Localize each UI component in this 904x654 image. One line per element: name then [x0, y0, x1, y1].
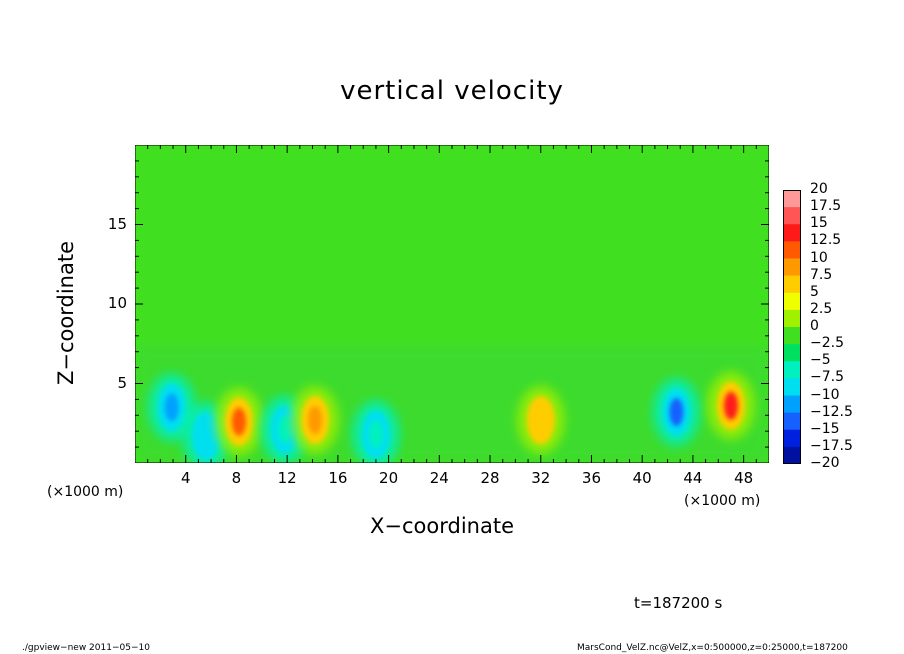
- colorbar-label: −2.5: [810, 335, 844, 352]
- feature-core: [277, 415, 292, 444]
- colorbar-band: [783, 309, 801, 328]
- x-tick-label: 28: [480, 469, 500, 487]
- x-tick-label: 16: [328, 469, 348, 487]
- colorbar-label: −12.5: [810, 403, 853, 420]
- chart-title: vertical velocity: [340, 76, 564, 106]
- colorbar-band: [783, 224, 801, 242]
- y-tick-label: 5: [117, 373, 127, 392]
- footer-left: ./gpview−new 2011−05−10: [22, 643, 150, 653]
- feature-core: [669, 398, 684, 427]
- colorbar-band: [783, 344, 801, 362]
- colorbar-band: [783, 378, 801, 396]
- colorbar-band: [783, 207, 801, 225]
- x-tick-label: 44: [683, 469, 703, 487]
- x-tick-label: 32: [531, 469, 551, 487]
- colorbar-label: 15: [810, 215, 828, 232]
- colorbar-label: 17.5: [810, 198, 842, 215]
- footer-right: MarsCond_VelZ.nc@VelZ,x=0:500000,z=0:250…: [577, 643, 848, 653]
- x-axis-label: X−coordinate: [370, 514, 514, 538]
- colorbar-label: 7.5: [810, 266, 833, 283]
- colorbar-label: 12.5: [810, 232, 842, 249]
- feature-core: [164, 393, 179, 422]
- y-axis-label-text: Z−coordinate: [54, 241, 78, 385]
- colorbar: [783, 190, 801, 464]
- colorbar-band: [783, 429, 801, 448]
- heatmap-plot: [135, 145, 769, 463]
- colorbar-label: −10: [810, 386, 840, 403]
- colorbar-band: [783, 327, 801, 345]
- feature-core: [723, 391, 738, 420]
- colorbar-label: 20: [810, 181, 828, 197]
- colorbar-label: −20: [810, 455, 840, 471]
- colorbar-label: −15: [810, 420, 840, 437]
- feature-core: [368, 420, 383, 449]
- colorbar-label: 2.5: [810, 300, 833, 317]
- x-tick-label: 24: [429, 469, 449, 487]
- colorbar-band: [783, 275, 801, 294]
- colorbar-label: −7.5: [810, 369, 844, 386]
- x-unit-right: (×1000 m): [684, 493, 761, 509]
- colorbar-label: −17.5: [810, 437, 853, 454]
- colorbar-label: −5: [810, 352, 831, 369]
- time-label: t=187200 s: [634, 594, 723, 612]
- feature-core: [199, 421, 214, 450]
- x-unit-left: (×1000 m): [47, 484, 124, 500]
- feature-core: [533, 406, 548, 435]
- x-tick-label: 48: [734, 469, 754, 487]
- x-tick-label: 8: [231, 469, 242, 487]
- colorbar-frame: [783, 190, 801, 464]
- y-tick-label: 10: [107, 294, 127, 312]
- colorbar-band: [783, 446, 801, 464]
- x-tick-label: 40: [632, 469, 652, 487]
- x-tick-label: 12: [277, 469, 297, 487]
- feature-core: [308, 406, 323, 435]
- colorbar-band: [783, 190, 801, 208]
- x-tick-label: 36: [581, 469, 602, 487]
- colorbar-band: [783, 292, 801, 311]
- colorbar-band: [783, 395, 801, 414]
- colorbar-label: 10: [810, 249, 828, 266]
- x-tick-label: 20: [379, 469, 399, 487]
- colorbar-label: 5: [810, 283, 819, 300]
- colorbar-band: [783, 361, 801, 379]
- y-tick-label: 15: [107, 214, 127, 233]
- x-tick-label: 4: [180, 469, 191, 487]
- colorbar-band: [783, 258, 801, 277]
- colorbar-label: 0: [810, 318, 819, 334]
- colorbar-band: [783, 412, 801, 431]
- colorbar-band: [783, 241, 801, 259]
- feature-core: [231, 407, 246, 436]
